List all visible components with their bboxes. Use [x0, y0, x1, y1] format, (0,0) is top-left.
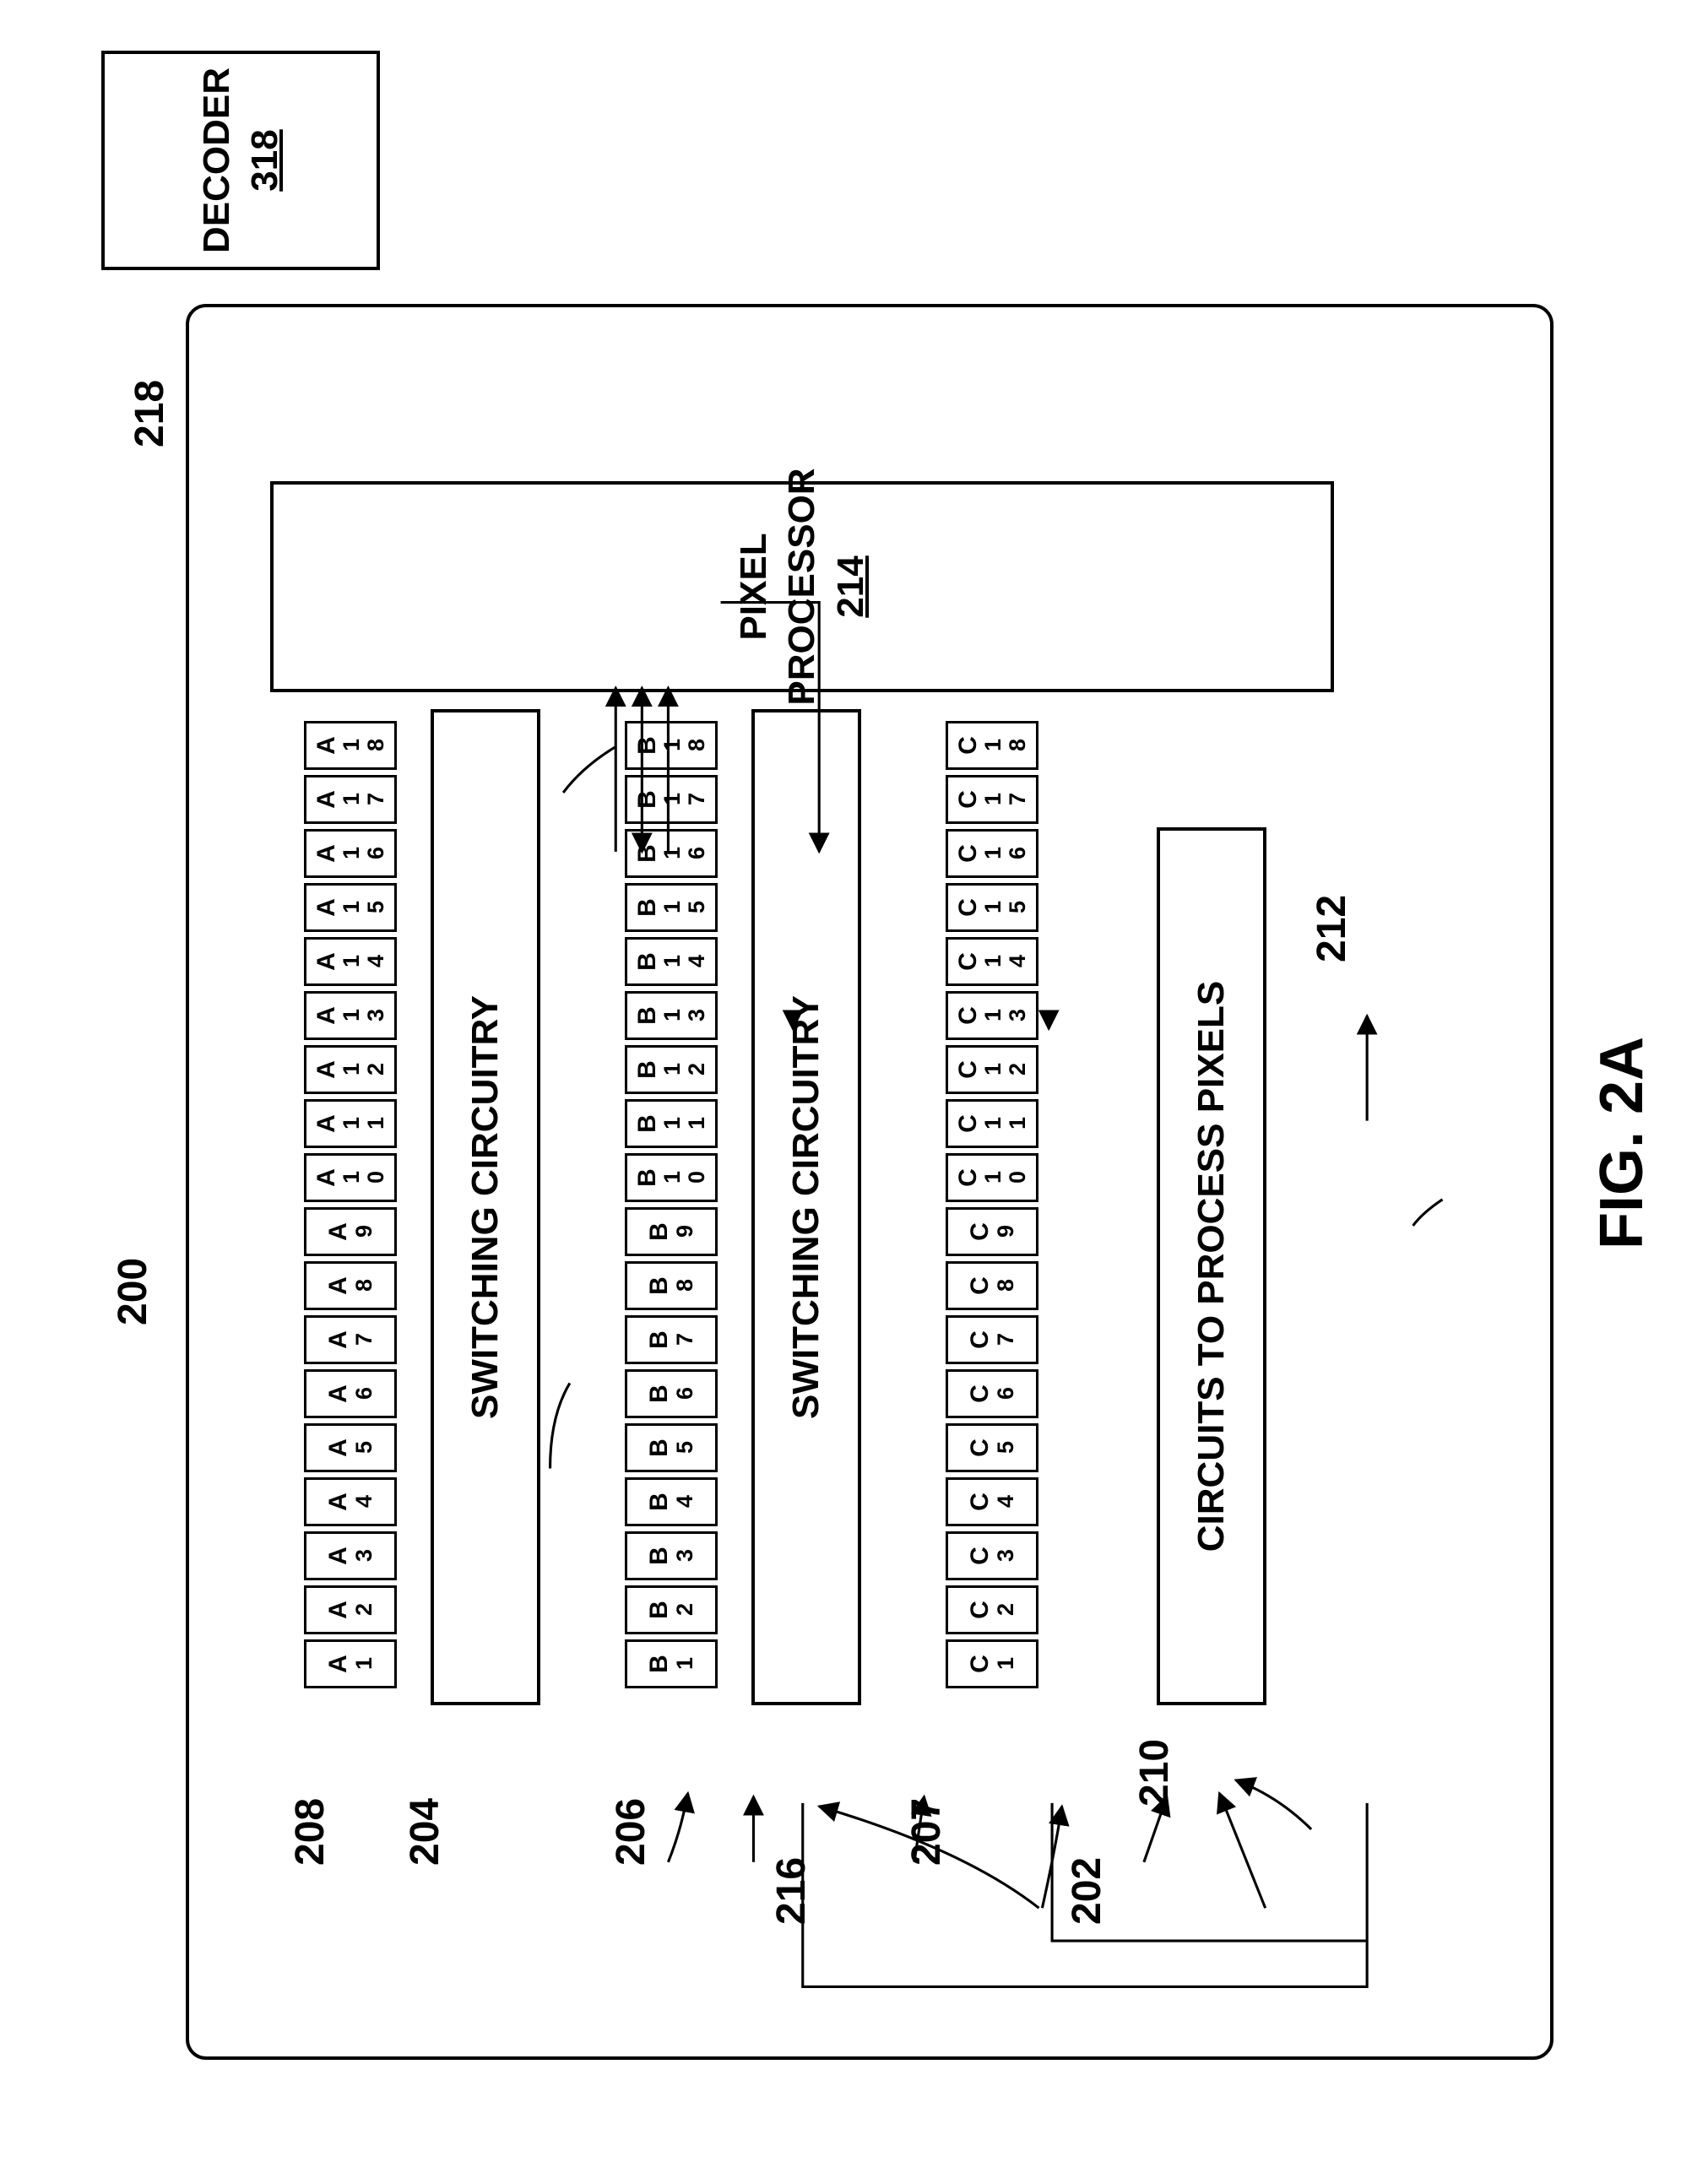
pixel-cell: A5 [304, 1423, 397, 1472]
pixel-row-a: A1 A2 A3 A4 A5 A6 A7 A8 A9 A10 A11 A12 A13 A14 A15 A16 A… [304, 721, 397, 1688]
ref-212: 212 [1309, 895, 1355, 962]
pixel-cell: B4 [625, 1477, 718, 1526]
pixel-cell: B5 [625, 1423, 718, 1472]
pixel-cell: A13 [304, 991, 397, 1040]
circuits-to-process-pixels: CIRCUITS TO PROCESS PIXELS [1157, 827, 1266, 1705]
pixel-cell: C15 [946, 883, 1038, 932]
circuits-label: CIRCUITS TO PROCESS PIXELS [1187, 981, 1235, 1552]
ref-204: 204 [402, 1798, 448, 1866]
pixel-processor-block: PIXEL PROCESSOR 214 [270, 481, 1334, 692]
pixel-cell: A11 [304, 1099, 397, 1148]
decoder-ref: 318 [244, 129, 285, 191]
pixel-row-c: C1 C2 C3 C4 C5 C6 C7 C8 C9 C10 C11 C12 C13 C14 C15 C16 C… [946, 721, 1038, 1688]
pixel-cell: A14 [304, 937, 397, 986]
pixel-processor-ref: 214 [830, 555, 871, 617]
pixel-cell: C14 [946, 937, 1038, 986]
ref-207: 207 [903, 1798, 950, 1866]
pixel-cell: B17 [625, 775, 718, 824]
pixel-cell: A16 [304, 829, 397, 878]
pixel-cell: B8 [625, 1261, 718, 1310]
pixel-cell: C10 [946, 1153, 1038, 1202]
pixel-cell: A4 [304, 1477, 397, 1526]
pixel-cell: C5 [946, 1423, 1038, 1472]
pixel-cell: C1 [946, 1639, 1038, 1688]
pixel-cell: A17 [304, 775, 397, 824]
pixel-cell: B12 [625, 1045, 718, 1094]
pixel-cell: C13 [946, 991, 1038, 1040]
pixel-cell: C16 [946, 829, 1038, 878]
pixel-cell: A1 [304, 1639, 397, 1688]
pixel-cell: C12 [946, 1045, 1038, 1094]
ref-202: 202 [1064, 1857, 1110, 1925]
ref-208: 208 [287, 1798, 333, 1866]
pixel-processor-label-l1: PIXEL [733, 533, 774, 640]
pixel-cell: B15 [625, 883, 718, 932]
pixel-cell: A10 [304, 1153, 397, 1202]
pixel-cell: C7 [946, 1315, 1038, 1364]
sw2-label: SWITCHING CIRCUITRY [782, 995, 830, 1419]
figure-label: FIG. 2A [1587, 1037, 1656, 1249]
ref-216: 216 [768, 1857, 815, 1925]
switching-circuitry-2: SWITCHING CIRCUITRY [751, 709, 861, 1705]
pixel-processor-label-l2: PROCESSOR [781, 468, 822, 705]
pixel-cell: B14 [625, 937, 718, 986]
pixel-cell: C17 [946, 775, 1038, 824]
pixel-cell: B11 [625, 1099, 718, 1148]
pixel-cell: B13 [625, 991, 718, 1040]
pixel-cell: B2 [625, 1585, 718, 1634]
pixel-cell: C18 [946, 721, 1038, 770]
pixel-cell: C8 [946, 1261, 1038, 1310]
pixel-cell: C9 [946, 1207, 1038, 1256]
sw1-label: SWITCHING CIRCUITRY [461, 995, 509, 1419]
pixel-cell: B1 [625, 1639, 718, 1688]
pixel-cell: C11 [946, 1099, 1038, 1148]
pixel-cell: A6 [304, 1369, 397, 1418]
pixel-cell: A3 [304, 1531, 397, 1580]
ref-200: 200 [110, 1258, 156, 1325]
pixel-cell: A15 [304, 883, 397, 932]
pixel-cell: A7 [304, 1315, 397, 1364]
pixel-cell: A12 [304, 1045, 397, 1094]
pixel-cell: C2 [946, 1585, 1038, 1634]
pixel-row-b: B1 B2 B3 B4 B5 B6 B7 B8 B9 B10 B11 B12 B13 B14 B15 B16 B… [625, 721, 718, 1688]
pixel-cell: B16 [625, 829, 718, 878]
ref-206: 206 [608, 1798, 654, 1866]
ref-218: 218 [127, 380, 173, 447]
decoder-label: DECODER [196, 68, 237, 253]
pixel-cell: C3 [946, 1531, 1038, 1580]
ref-210: 210 [1131, 1739, 1178, 1807]
pixel-cell: A9 [304, 1207, 397, 1256]
pixel-cell: C4 [946, 1477, 1038, 1526]
pixel-cell: A2 [304, 1585, 397, 1634]
pixel-cell: A18 [304, 721, 397, 770]
pixel-cell: B3 [625, 1531, 718, 1580]
pixel-cell: B18 [625, 721, 718, 770]
pixel-cell: B6 [625, 1369, 718, 1418]
pixel-cell: B9 [625, 1207, 718, 1256]
pixel-cell: B10 [625, 1153, 718, 1202]
pixel-cell: C6 [946, 1369, 1038, 1418]
decoder-block: DECODER 318 [101, 51, 380, 270]
pixel-cell: B7 [625, 1315, 718, 1364]
pixel-cell: A8 [304, 1261, 397, 1310]
switching-circuitry-1: SWITCHING CIRCUITRY [431, 709, 540, 1705]
